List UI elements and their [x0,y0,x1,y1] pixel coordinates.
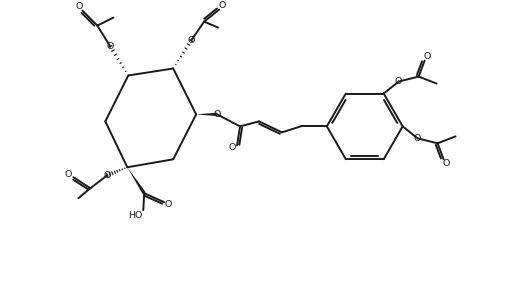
Text: O: O [107,42,114,51]
Polygon shape [196,113,217,116]
Text: O: O [414,134,422,143]
Text: O: O [218,1,226,10]
Text: O: O [104,171,111,180]
Text: O: O [76,2,83,11]
Text: O: O [64,170,72,179]
Text: O: O [424,52,431,61]
Polygon shape [127,167,146,194]
Text: O: O [443,159,450,168]
Text: O: O [395,77,402,86]
Text: O: O [214,110,221,119]
Text: O: O [165,200,172,209]
Text: HO: HO [128,211,142,220]
Text: O: O [229,143,236,152]
Text: O: O [187,36,195,45]
